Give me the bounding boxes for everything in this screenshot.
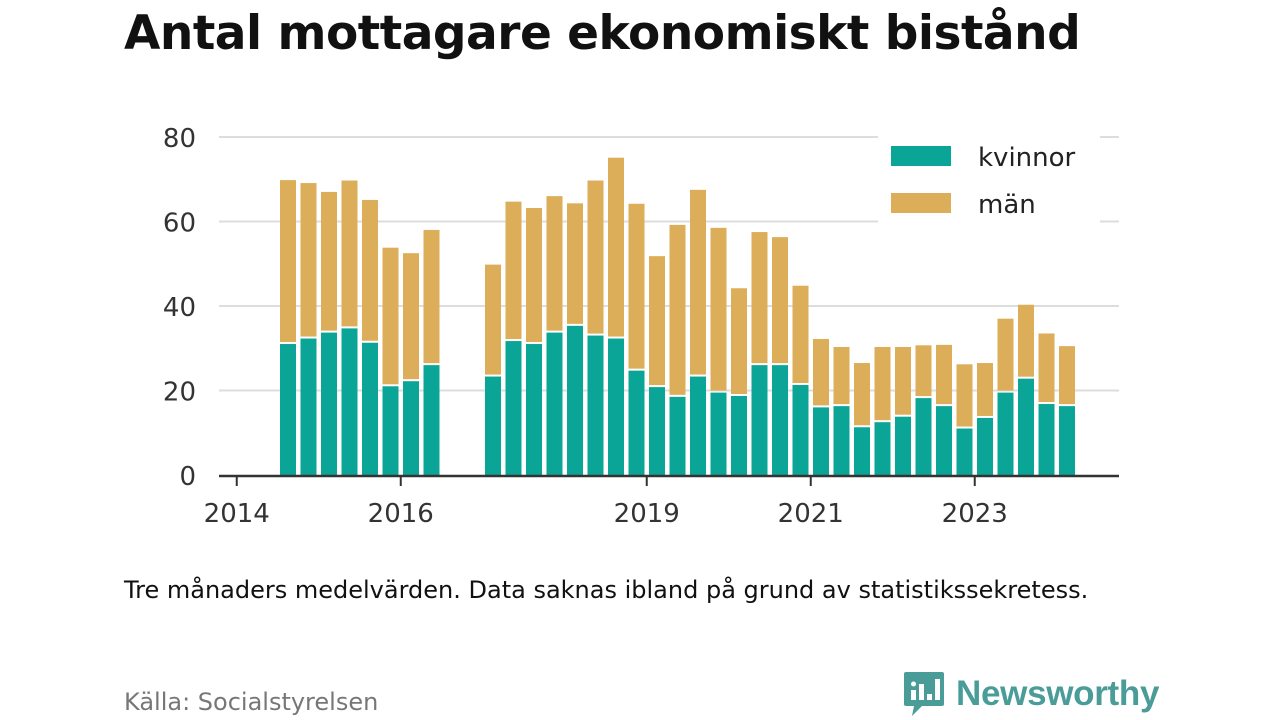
bar-man bbox=[485, 264, 501, 375]
bar-kvinnor bbox=[915, 398, 932, 475]
bar-kvinnor bbox=[526, 344, 542, 475]
bar-kvinnor bbox=[854, 427, 870, 475]
bar-kvinnor bbox=[1018, 378, 1034, 475]
bar-man bbox=[936, 344, 952, 405]
bar-man bbox=[382, 247, 399, 385]
bar-kvinnor bbox=[936, 406, 952, 475]
bar-man bbox=[321, 191, 337, 331]
bar-man bbox=[1059, 346, 1075, 405]
y-tick-label: 0 bbox=[179, 462, 196, 492]
y-tick-label: 60 bbox=[163, 209, 196, 239]
bar-man bbox=[977, 363, 993, 416]
bar-man bbox=[649, 256, 665, 386]
bar-kvinnor bbox=[300, 338, 317, 475]
bar-man bbox=[608, 157, 624, 337]
newsworthy-brand[interactable]: Newsworthy bbox=[902, 670, 1159, 718]
bar-man bbox=[956, 364, 973, 427]
bar-man bbox=[567, 203, 583, 324]
bar-man bbox=[1018, 304, 1034, 377]
bar-man bbox=[751, 232, 768, 364]
bar-man bbox=[526, 207, 542, 343]
bar-man bbox=[403, 253, 419, 380]
bar-man bbox=[628, 203, 645, 369]
chart-title: Antal mottagare ekonomiskt bistånd bbox=[124, 6, 1081, 61]
bar-man bbox=[997, 318, 1014, 391]
bar-man bbox=[1038, 333, 1055, 403]
bar-kvinnor bbox=[751, 365, 768, 475]
bar-kvinnor bbox=[423, 365, 440, 475]
bar-kvinnor bbox=[1059, 406, 1075, 475]
bar-man bbox=[874, 346, 891, 421]
bar-kvinnor bbox=[977, 417, 993, 475]
legend-label-kvinnor: kvinnor bbox=[978, 143, 1076, 173]
bar-kvinnor bbox=[505, 341, 522, 475]
bar-man bbox=[854, 363, 870, 426]
legend: kvinnor män bbox=[878, 133, 1100, 223]
y-tick-label: 20 bbox=[163, 378, 196, 408]
bar-kvinnor bbox=[997, 392, 1014, 475]
bar-man bbox=[772, 237, 788, 364]
bar-kvinnor bbox=[587, 335, 604, 475]
stacked-bar-chart: 0 20 40 60 80 2014 2016 2019 2021 2023 kvinnor m… bbox=[163, 124, 1119, 529]
x-tick-label: 2023 bbox=[942, 499, 1008, 529]
x-tick-label: 2019 bbox=[614, 499, 680, 529]
bar-kvinnor bbox=[833, 406, 850, 475]
bar-kvinnor bbox=[485, 376, 501, 475]
bar-kvinnor bbox=[895, 416, 911, 475]
bar-man bbox=[731, 288, 747, 394]
bar-kvinnor bbox=[628, 370, 645, 475]
bar-kvinnor bbox=[382, 386, 399, 475]
bar-kvinnor bbox=[341, 328, 358, 475]
bar-kvinnor bbox=[567, 325, 583, 475]
x-tick-label: 2021 bbox=[778, 499, 844, 529]
bar-man bbox=[813, 338, 829, 406]
y-tick-label: 40 bbox=[163, 293, 196, 323]
bars bbox=[280, 157, 1075, 475]
bar-man bbox=[300, 183, 317, 337]
bar-kvinnor bbox=[792, 385, 809, 475]
legend-label-man: män bbox=[978, 190, 1036, 220]
bar-kvinnor bbox=[813, 407, 829, 475]
x-tick-label: 2016 bbox=[368, 499, 434, 529]
bar-kvinnor bbox=[280, 344, 296, 475]
bar-man bbox=[669, 224, 686, 395]
bar-kvinnor bbox=[546, 332, 563, 475]
bar-man bbox=[546, 196, 563, 331]
bar-kvinnor bbox=[710, 392, 727, 475]
bar-kvinnor bbox=[669, 396, 686, 475]
bar-kvinnor bbox=[690, 376, 706, 475]
bar-kvinnor bbox=[1038, 404, 1055, 475]
bar-kvinnor bbox=[608, 338, 624, 475]
newsworthy-logo-icon bbox=[904, 672, 944, 716]
bar-kvinnor bbox=[731, 395, 747, 475]
x-tick-label: 2014 bbox=[204, 499, 270, 529]
legend-swatch-man bbox=[891, 193, 951, 213]
brand-name: Newsworthy bbox=[956, 674, 1160, 713]
bar-man bbox=[587, 180, 604, 334]
bar-kvinnor bbox=[403, 381, 419, 475]
chart-note: Tre månaders medelvärden. Data saknas ib… bbox=[124, 576, 1089, 604]
bar-man bbox=[690, 189, 706, 375]
bar-man bbox=[423, 229, 440, 364]
bar-man bbox=[895, 346, 911, 415]
source-credit: Källa: Socialstyrelsen bbox=[124, 688, 379, 716]
y-tick-label: 80 bbox=[163, 124, 196, 154]
bar-man bbox=[710, 227, 727, 391]
bar-man bbox=[915, 345, 932, 397]
y-axis-ticks: 0 20 40 60 80 bbox=[163, 124, 196, 492]
x-axis-ticks: 2014 2016 2019 2021 2023 bbox=[204, 475, 1008, 529]
legend-swatch-kvinnor bbox=[891, 146, 951, 166]
bar-kvinnor bbox=[649, 387, 665, 475]
bar-man bbox=[792, 285, 809, 384]
bar-man bbox=[362, 199, 378, 341]
bar-man bbox=[280, 180, 296, 343]
bar-man bbox=[833, 346, 850, 405]
bar-kvinnor bbox=[772, 365, 788, 475]
bar-kvinnor bbox=[362, 342, 378, 475]
bar-man bbox=[505, 201, 522, 340]
bar-kvinnor bbox=[956, 428, 973, 475]
bar-man bbox=[341, 180, 358, 327]
bar-kvinnor bbox=[874, 422, 891, 475]
bar-kvinnor bbox=[321, 332, 337, 475]
